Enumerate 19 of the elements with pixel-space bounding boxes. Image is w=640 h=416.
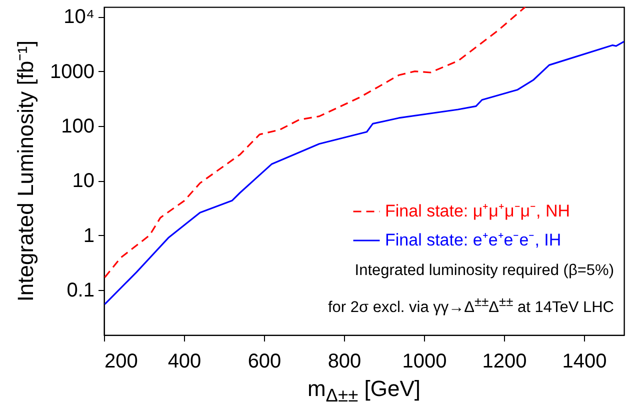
x-tick-label: 1000 [402, 350, 447, 372]
y-tick-label: 10⁴ [64, 6, 94, 28]
legend-label: Final state: e⁺e⁺e⁻e⁻, IH [385, 230, 562, 250]
y-tick-label: 10 [72, 170, 94, 192]
y-tick-label: 0.1 [66, 279, 94, 302]
y-axis-title: Integrated Luminosity [fb⁻¹] [12, 40, 39, 302]
legend-label: Final state: μ⁺μ⁺μ⁻μ⁻, NH [385, 202, 570, 220]
x-tick-label: 400 [168, 350, 202, 372]
x-tick-label: 1200 [482, 350, 527, 372]
y-tick-label: 1 [83, 224, 94, 247]
y-tick-label: 100 [61, 115, 94, 138]
x-tick-label: 800 [328, 350, 362, 372]
x-tick-label: 200 [104, 350, 138, 372]
annotation: for 2σ excl. via γγ→Δ$^{±±}$Δ$^{±±}$ at 14TeV LHC [328, 294, 614, 318]
annotation: Integrated luminosity required (β=5%) [354, 262, 614, 280]
x-tick-label: 600 [248, 350, 282, 372]
x-axis-title: m$_{Δ±±}$ [GeV] [307, 376, 421, 406]
y-tick-label: 1000 [50, 60, 94, 83]
x-tick-label: 1400 [562, 350, 607, 372]
